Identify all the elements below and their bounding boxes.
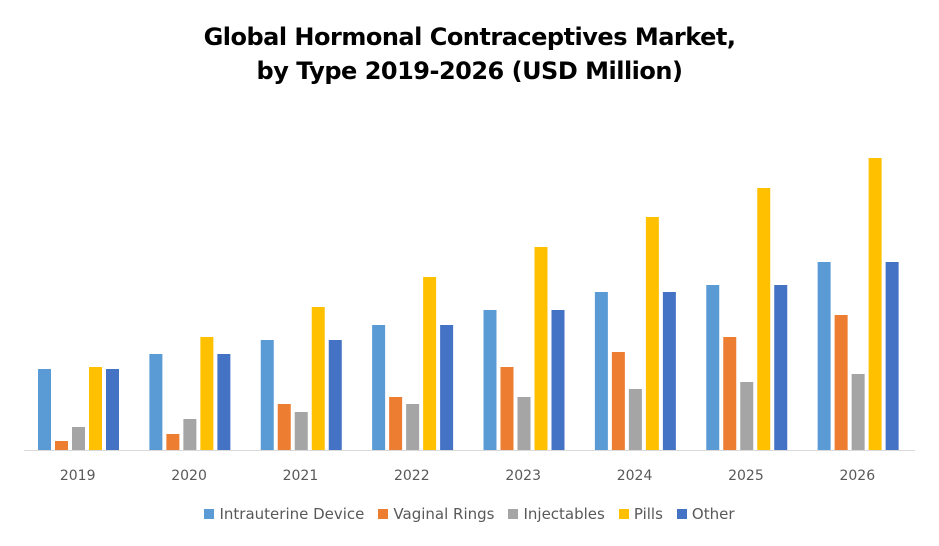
x-tick-label: 2021 — [283, 468, 319, 484]
legend-label: Vaginal Rings — [393, 505, 495, 523]
bar-pills-2021 — [311, 307, 325, 450]
bar-vaginal-rings-2022 — [389, 397, 403, 450]
chart-title-line-1: Global Hormonal Contraceptives Market, — [203, 23, 736, 51]
bar-vaginal-rings-2025 — [723, 337, 737, 450]
bar-vaginal-rings-2019 — [55, 441, 68, 450]
bar-other-2024 — [662, 292, 676, 450]
bar-pills-2026 — [868, 158, 882, 450]
bar-pills-2019 — [89, 367, 102, 450]
bar-pills-2020 — [200, 337, 214, 450]
bar-pills-2025 — [757, 188, 771, 450]
legend-label: Intrauterine Device — [219, 505, 365, 523]
legend-item: Injectables — [508, 505, 605, 523]
legend-label: Other — [691, 505, 735, 523]
bar-other-2022 — [440, 325, 454, 450]
bar-other-2025 — [774, 285, 788, 450]
x-tick-label: 2022 — [394, 468, 430, 484]
bar-other-2026 — [885, 262, 899, 450]
legend-swatch — [618, 509, 629, 519]
bar-intrauterine-device-2024 — [594, 292, 608, 450]
bar-injectables-2024 — [628, 389, 642, 450]
legend-swatch — [508, 509, 519, 519]
bar-other-2019 — [106, 369, 119, 450]
bar-pills-2024 — [645, 217, 659, 450]
bar-other-2023 — [551, 310, 565, 450]
legend: Intrauterine Device Vaginal Rings Injectab… — [0, 505, 939, 523]
bar-intrauterine-device-2026 — [817, 262, 831, 450]
x-tick-label: 2025 — [728, 468, 764, 484]
bar-injectables-2026 — [851, 374, 865, 450]
x-tick-label: 2023 — [505, 468, 541, 484]
bar-intrauterine-device-2021 — [260, 340, 274, 450]
bar-intrauterine-device-2019 — [38, 369, 51, 450]
bar-injectables-2022 — [406, 404, 420, 450]
bar-injectables-2025 — [740, 382, 754, 450]
bar-other-2020 — [217, 354, 231, 450]
legend-item: Pills — [618, 505, 663, 523]
x-tick-label: 2026 — [839, 468, 875, 484]
legend-swatch — [204, 509, 215, 519]
bar-vaginal-rings-2024 — [611, 352, 625, 450]
chart-title: Global Hormonal Contraceptives Market, b… — [0, 20, 939, 88]
legend-swatch — [676, 509, 687, 519]
legend-item: Vaginal Rings — [378, 505, 494, 523]
legend-item: Other — [676, 505, 735, 523]
bar-pills-2022 — [423, 277, 437, 450]
x-tick-label: 2020 — [171, 468, 207, 484]
legend-label: Injectables — [523, 505, 605, 523]
bar-injectables-2021 — [294, 412, 308, 450]
bar-injectables-2023 — [517, 397, 531, 450]
bar-vaginal-rings-2023 — [500, 367, 514, 450]
x-tick-label: 2019 — [60, 468, 96, 484]
bar-pills-2023 — [534, 247, 548, 450]
bar-injectables-2020 — [183, 419, 197, 450]
bar-vaginal-rings-2026 — [834, 315, 848, 450]
legend-label: Pills — [633, 505, 663, 523]
chart-title-line-2: by Type 2019-2026 (USD Million) — [256, 57, 683, 85]
bar-other-2021 — [328, 340, 342, 450]
legend-swatch — [378, 509, 389, 519]
bar-vaginal-rings-2021 — [277, 404, 291, 450]
legend-item: Intrauterine Device — [204, 505, 364, 523]
bar-vaginal-rings-2020 — [166, 434, 180, 450]
bar-intrauterine-device-2025 — [706, 285, 720, 450]
x-tick-label: 2024 — [617, 468, 653, 484]
bar-intrauterine-device-2023 — [483, 310, 497, 450]
bar-intrauterine-device-2022 — [372, 325, 386, 450]
bar-intrauterine-device-2020 — [149, 354, 163, 450]
bar-injectables-2019 — [72, 427, 85, 450]
